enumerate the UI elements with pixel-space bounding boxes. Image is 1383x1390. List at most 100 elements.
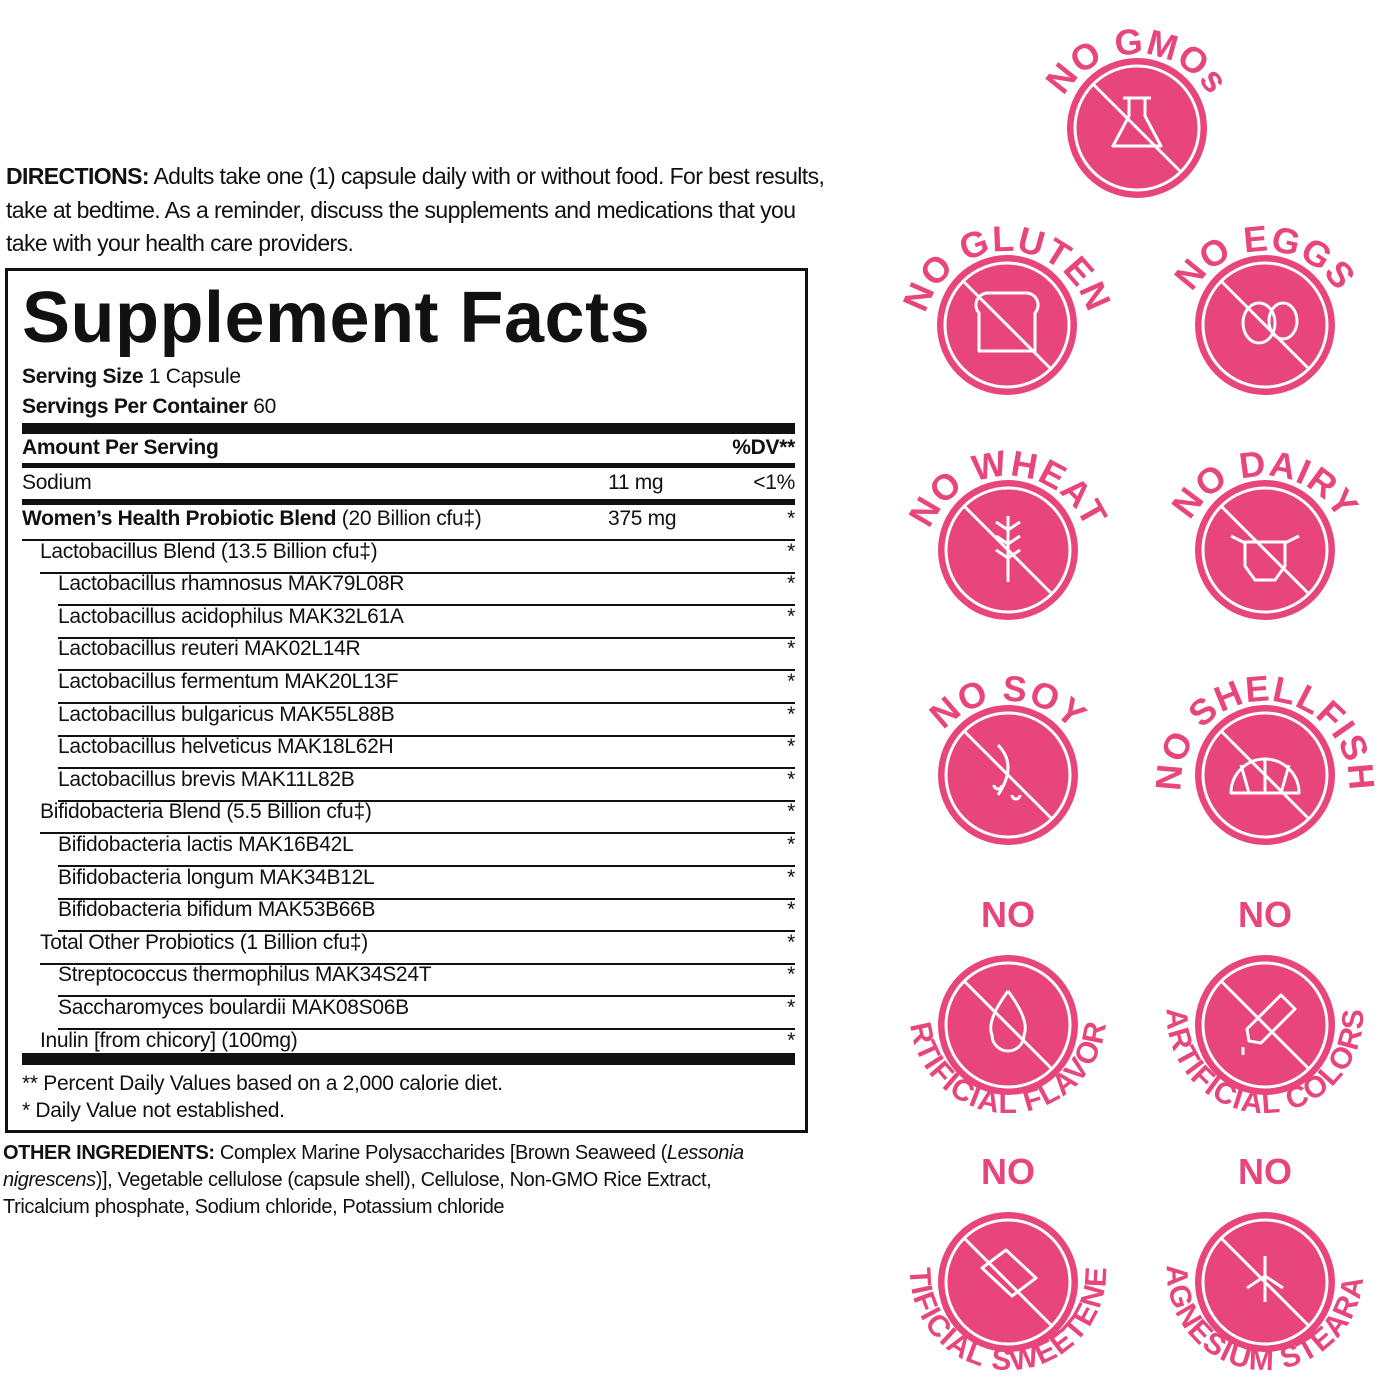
badge-strike [962,1236,1054,1328]
badge-strike [962,504,1054,596]
badge-strike [1219,279,1311,371]
ingredient-detail: (20 Billion cfu‡) [341,507,482,530]
badge: NO SHELLFISH [1147,667,1382,845]
badge-icon [992,743,1022,801]
ingredient-name: Lactobacillus brevis MAK11L82B [58,767,355,791]
servings-per-container: Servings Per Container 60 [22,395,276,419]
badge: NO SOY [922,667,1094,845]
badge-ring [1073,64,1201,192]
label: Servings Per Container [22,395,248,418]
row-line [40,571,795,574]
daily-value: * [787,767,795,791]
daily-value: * [787,507,795,530]
value: 60 [253,395,276,418]
ingredient-name: Inulin [from chicory] (100mg) [40,1028,298,1052]
serving-size: Serving Size 1 Capsule [22,365,241,389]
badge: NO GLUTEN [894,218,1119,395]
label: Serving Size [22,365,144,388]
supplement-facts: Supplement Facts Serving Size 1 Capsule … [5,268,808,1133]
text: Complex Marine Polysaccharides [Brown Se… [219,1142,667,1164]
badge-icon [1111,96,1163,148]
row-line [58,669,795,672]
row-line [22,539,795,541]
ingredient-name: Lactobacillus helveticus MAK18L62H [58,735,394,759]
badge-strike [961,279,1053,371]
row-line [40,832,795,835]
directions: DIRECTIONS: Adults take one (1) capsule … [6,160,826,261]
badge-ring [944,961,1072,1089]
daily-value: * [787,898,795,922]
ingredient-name: Women’s Health Probiotic Blend [22,507,337,530]
badge-strike [962,979,1054,1071]
facts-row: Sodium 11 mg <1% [22,471,795,505]
badge-strike [1219,729,1311,821]
facts-row: Lactobacillus helveticus MAK18L62H * [58,735,795,770]
other-ingredients: OTHER INGREDIENTS: Complex Marine Polysa… [3,1140,793,1221]
badge-strike [1219,979,1311,1071]
row-line [58,799,795,802]
rule [22,499,795,505]
facts-row: Lactobacillus acidophilus MAK32L61A * [58,604,795,639]
header-row: Amount Per Serving %DV** [22,436,795,468]
amount: 375 mg [608,507,677,530]
daily-value: * [787,670,795,693]
ingredient-name: Sodium [22,471,92,494]
badge-top-text: NO [1238,894,1292,935]
daily-value: * [787,604,795,628]
badges: NO GMOs NO GLUTEN NO EGGS NO WHEAT NO DAIRY N… [860,0,1382,1378]
badge-strike [1091,82,1183,174]
daily-value: * [787,963,795,987]
facts-row: Women’s Health Probiotic Blend (20 Billi… [22,507,795,541]
ingredient-name: Total Other Probiotics [40,930,235,954]
rule [22,423,795,434]
row-line [58,604,795,607]
row-line [58,767,795,770]
daily-value: * [787,996,795,1019]
badge-ring [1201,261,1329,389]
facts-row: Lactobacillus rhamnosus MAK79L08R * [58,572,795,607]
facts-row: Total Other Probiotics (1 Billion cfu‡) * [40,930,795,965]
badge-ring [944,486,1072,614]
badge-top-text: NO [981,894,1035,935]
footnote: * Daily Value not established. [22,1099,285,1122]
badge-ring [1201,1218,1329,1346]
daily-value: * [787,865,795,889]
badge-ring [1201,486,1329,614]
row-line [58,897,795,900]
amount: 11 mg [608,471,664,494]
value: 1 Capsule [148,365,241,388]
facts-row: Lactobacillus Blend (13.5 Billion cfu‡) * [40,539,795,574]
ingredient-detail: (13.5 Billion cfu‡) [220,539,378,563]
ingredient-name: Bifidobacteria Blend [40,800,221,824]
facts-row: Lactobacillus brevis MAK11L82B * [58,767,795,802]
badge-ring [1201,711,1329,839]
row-line [58,995,795,998]
ingredient-name: Lactobacillus reuteri MAK02L14R [58,637,361,661]
rule [22,463,795,468]
dv-header: %DV** [732,436,795,459]
facts-row: Bifidobacteria lactis MAK16B42L * [58,833,795,867]
badge: NO DAIRY [1163,442,1366,620]
amount-header: Amount Per Serving [22,436,219,459]
daily-value: * [787,637,795,661]
facts-row: Saccharomyces boulardii MAK08S06B * [58,996,795,1030]
facts-row: Lactobacillus fermentum MAK20L13F * [58,670,795,704]
daily-value: * [787,833,795,856]
ingredient-name: Lactobacillus fermentum MAK20L13F [58,670,399,693]
row-line [58,734,795,737]
ingredient-detail: (1 Billion cfu‡) [239,930,369,954]
row-line [58,702,795,704]
ingredient-name: Bifidobacteria bifidum MAK53B66B [58,898,376,922]
footnote: ** Percent Daily Values based on a 2,000… [22,1072,503,1095]
badge-top-text: NO [981,1151,1035,1192]
text: Lessonia nigrescens [3,1142,744,1191]
badge-icon [974,291,1040,353]
badge-ring [944,711,1072,839]
badge-icon [989,990,1027,1053]
badge-icon [1230,534,1300,582]
facts-row: Bifidobacteria bifidum MAK53B66B * [58,898,795,933]
ingredient-name: Bifidobacteria longum MAK34B12L [58,865,375,889]
directions-label: DIRECTIONS: [6,163,150,189]
